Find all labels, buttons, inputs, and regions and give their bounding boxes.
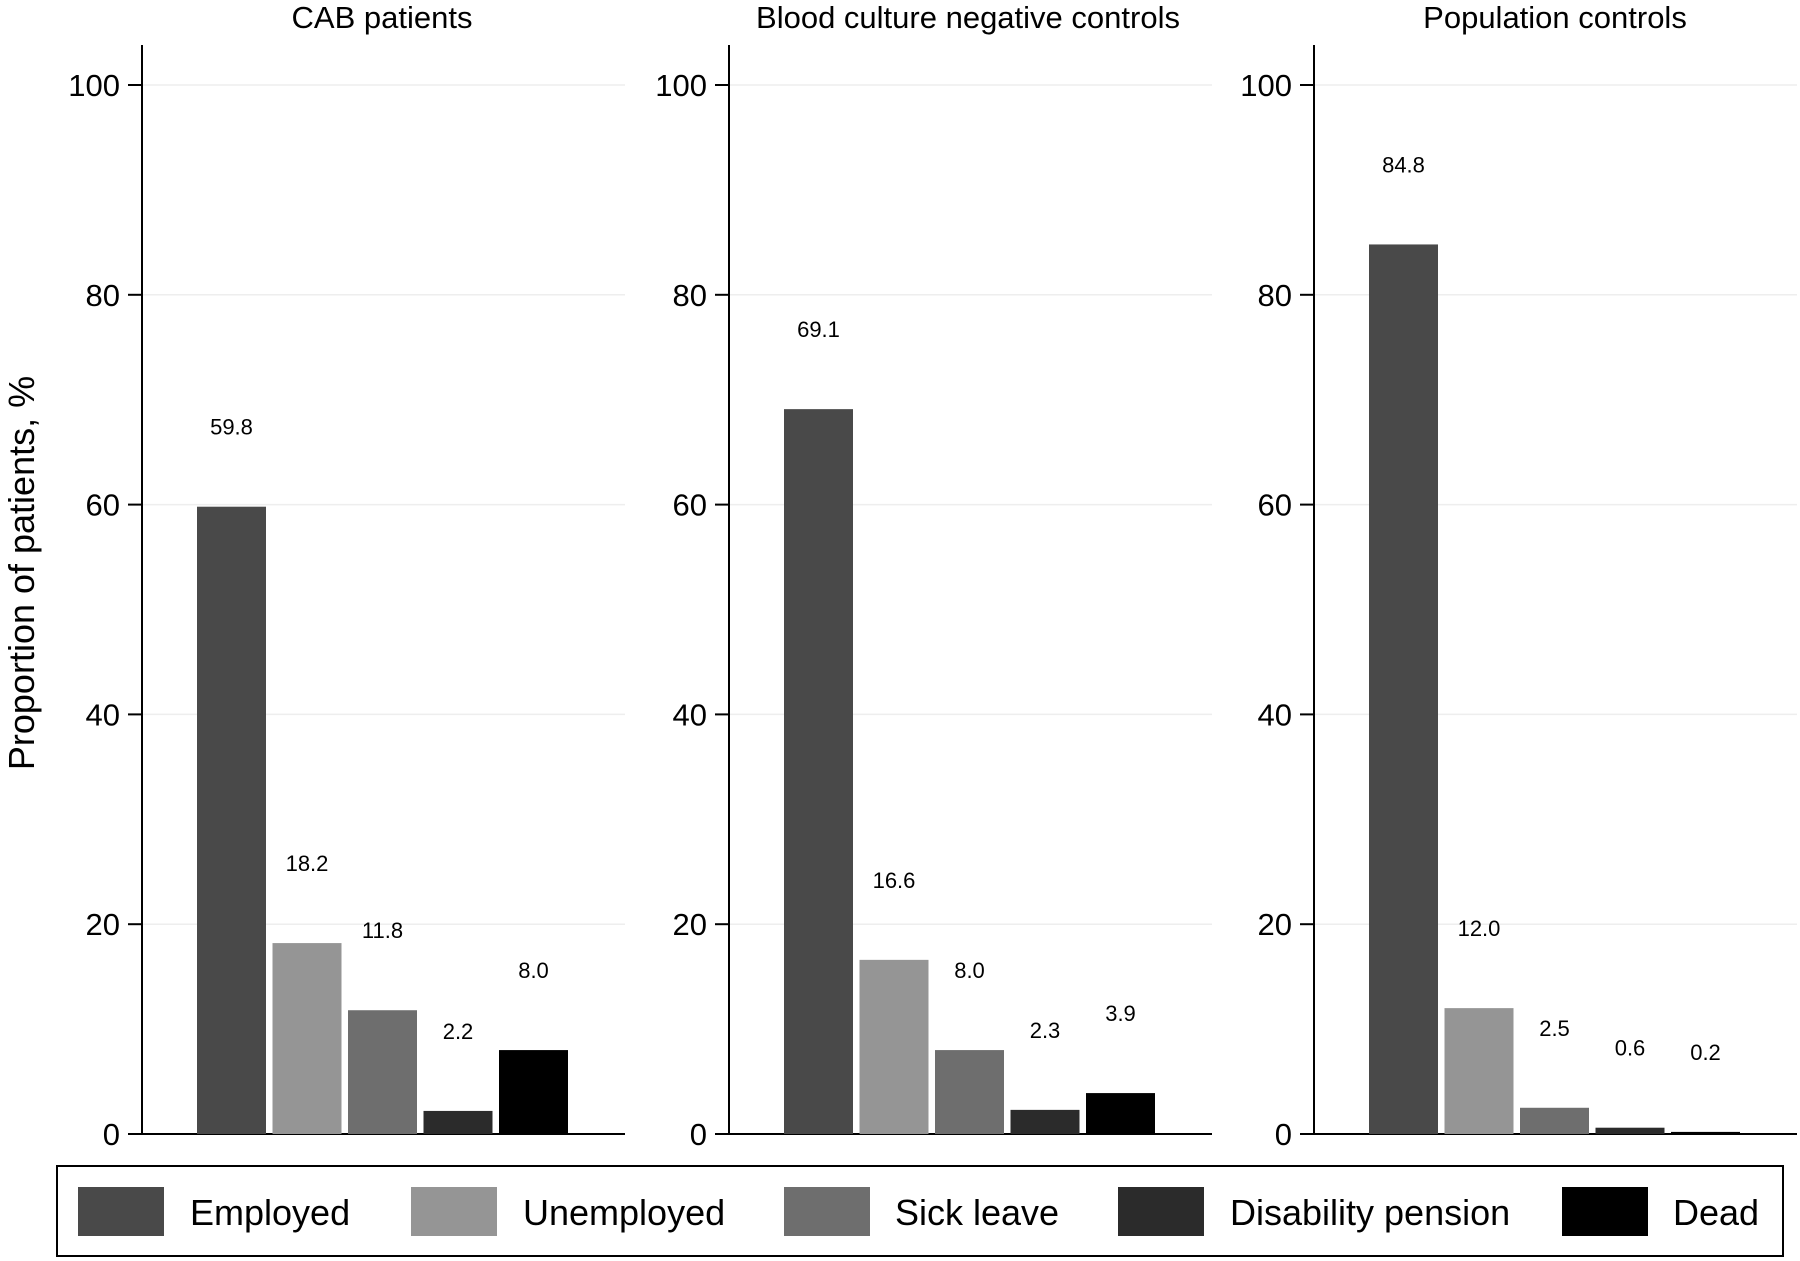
data-label-blood-culture-negative-controls-disability-pension: 2.3 [1030, 1018, 1061, 1043]
data-label-cab-patients-sick-leave: 11.8 [362, 918, 403, 943]
legend-label-unemployed: Unemployed [523, 1192, 725, 1233]
panel-title-cab-patients: CAB patients [292, 0, 473, 35]
bar-blood-culture-negative-controls-unemployed [859, 959, 929, 1134]
y-tick-label: 0 [103, 1117, 120, 1152]
bar-blood-culture-negative-controls-employed [784, 409, 853, 1134]
bar-cab-patients-disability-pension [423, 1110, 493, 1134]
y-tick-label: 20 [86, 907, 120, 942]
legend-box [56, 1165, 1784, 1257]
data-label-cab-patients-employed: 59.8 [210, 415, 253, 440]
y-tick-label: 80 [86, 278, 120, 313]
legend-label-employed: Employed [190, 1192, 350, 1233]
data-label-cab-patients-dead: 8.0 [518, 958, 549, 983]
y-tick-label: 0 [690, 1117, 707, 1152]
y-tick-label: 100 [1240, 68, 1292, 103]
y-tick-label: 60 [86, 488, 120, 523]
panel-title-population-controls: Population controls [1423, 0, 1687, 35]
legend-swatch-employed [78, 1187, 164, 1236]
bar-population-controls-sick-leave [1520, 1107, 1589, 1134]
legend-label-disability-pension: Disability pension [1230, 1192, 1510, 1233]
legend-swatch-sick-leave [784, 1187, 870, 1236]
data-label-population-controls-sick-leave: 2.5 [1539, 1016, 1570, 1041]
bar-population-controls-employed [1369, 244, 1438, 1134]
y-tick-label: 20 [673, 907, 707, 942]
legend-swatch-unemployed [411, 1187, 497, 1236]
bar-cab-patients-unemployed [272, 943, 342, 1134]
y-tick-label: 0 [1275, 1117, 1292, 1152]
legend-swatch-dead [1562, 1187, 1648, 1236]
y-axis-label: Proportion of patients, % [1, 376, 42, 770]
y-tick-label: 80 [1258, 278, 1292, 313]
data-label-blood-culture-negative-controls-sick-leave: 8.0 [954, 958, 985, 983]
data-label-cab-patients-disability-pension: 2.2 [443, 1019, 474, 1044]
y-tick-label: 100 [655, 68, 707, 103]
data-label-blood-culture-negative-controls-unemployed: 16.6 [873, 868, 916, 893]
y-tick-label: 40 [86, 697, 120, 732]
panel-title-blood-culture-negative-controls: Blood culture negative controls [756, 0, 1180, 35]
bar-population-controls-unemployed [1444, 1008, 1514, 1134]
data-label-population-controls-unemployed: 12.0 [1458, 916, 1501, 941]
data-label-population-controls-dead: 0.2 [1690, 1040, 1721, 1065]
bar-blood-culture-negative-controls-disability-pension [1010, 1109, 1080, 1134]
data-label-blood-culture-negative-controls-dead: 3.9 [1105, 1001, 1136, 1026]
legend-swatch-disability-pension [1118, 1187, 1204, 1236]
bar-cab-patients-employed [197, 506, 266, 1134]
data-label-population-controls-disability-pension: 0.6 [1615, 1036, 1646, 1061]
data-label-blood-culture-negative-controls-employed: 69.1 [797, 317, 840, 342]
y-tick-label: 40 [673, 697, 707, 732]
y-tick-label: 60 [673, 488, 707, 523]
bar-blood-culture-negative-controls-sick-leave [935, 1050, 1004, 1134]
data-label-population-controls-employed: 84.8 [1382, 152, 1425, 177]
y-tick-label: 80 [673, 278, 707, 313]
legend-label-sick-leave: Sick leave [895, 1192, 1059, 1233]
y-tick-label: 20 [1258, 907, 1292, 942]
bar-cab-patients-dead [499, 1050, 568, 1134]
y-tick-label: 60 [1258, 488, 1292, 523]
y-tick-label: 100 [68, 68, 120, 103]
bar-cab-patients-sick-leave [348, 1010, 417, 1134]
bar-population-controls-disability-pension [1595, 1127, 1665, 1134]
legend-label-dead: Dead [1673, 1192, 1759, 1233]
bar-population-controls-dead [1671, 1131, 1740, 1134]
y-tick-label: 40 [1258, 697, 1292, 732]
data-label-cab-patients-unemployed: 18.2 [286, 851, 329, 876]
bar-blood-culture-negative-controls-dead [1086, 1093, 1155, 1134]
